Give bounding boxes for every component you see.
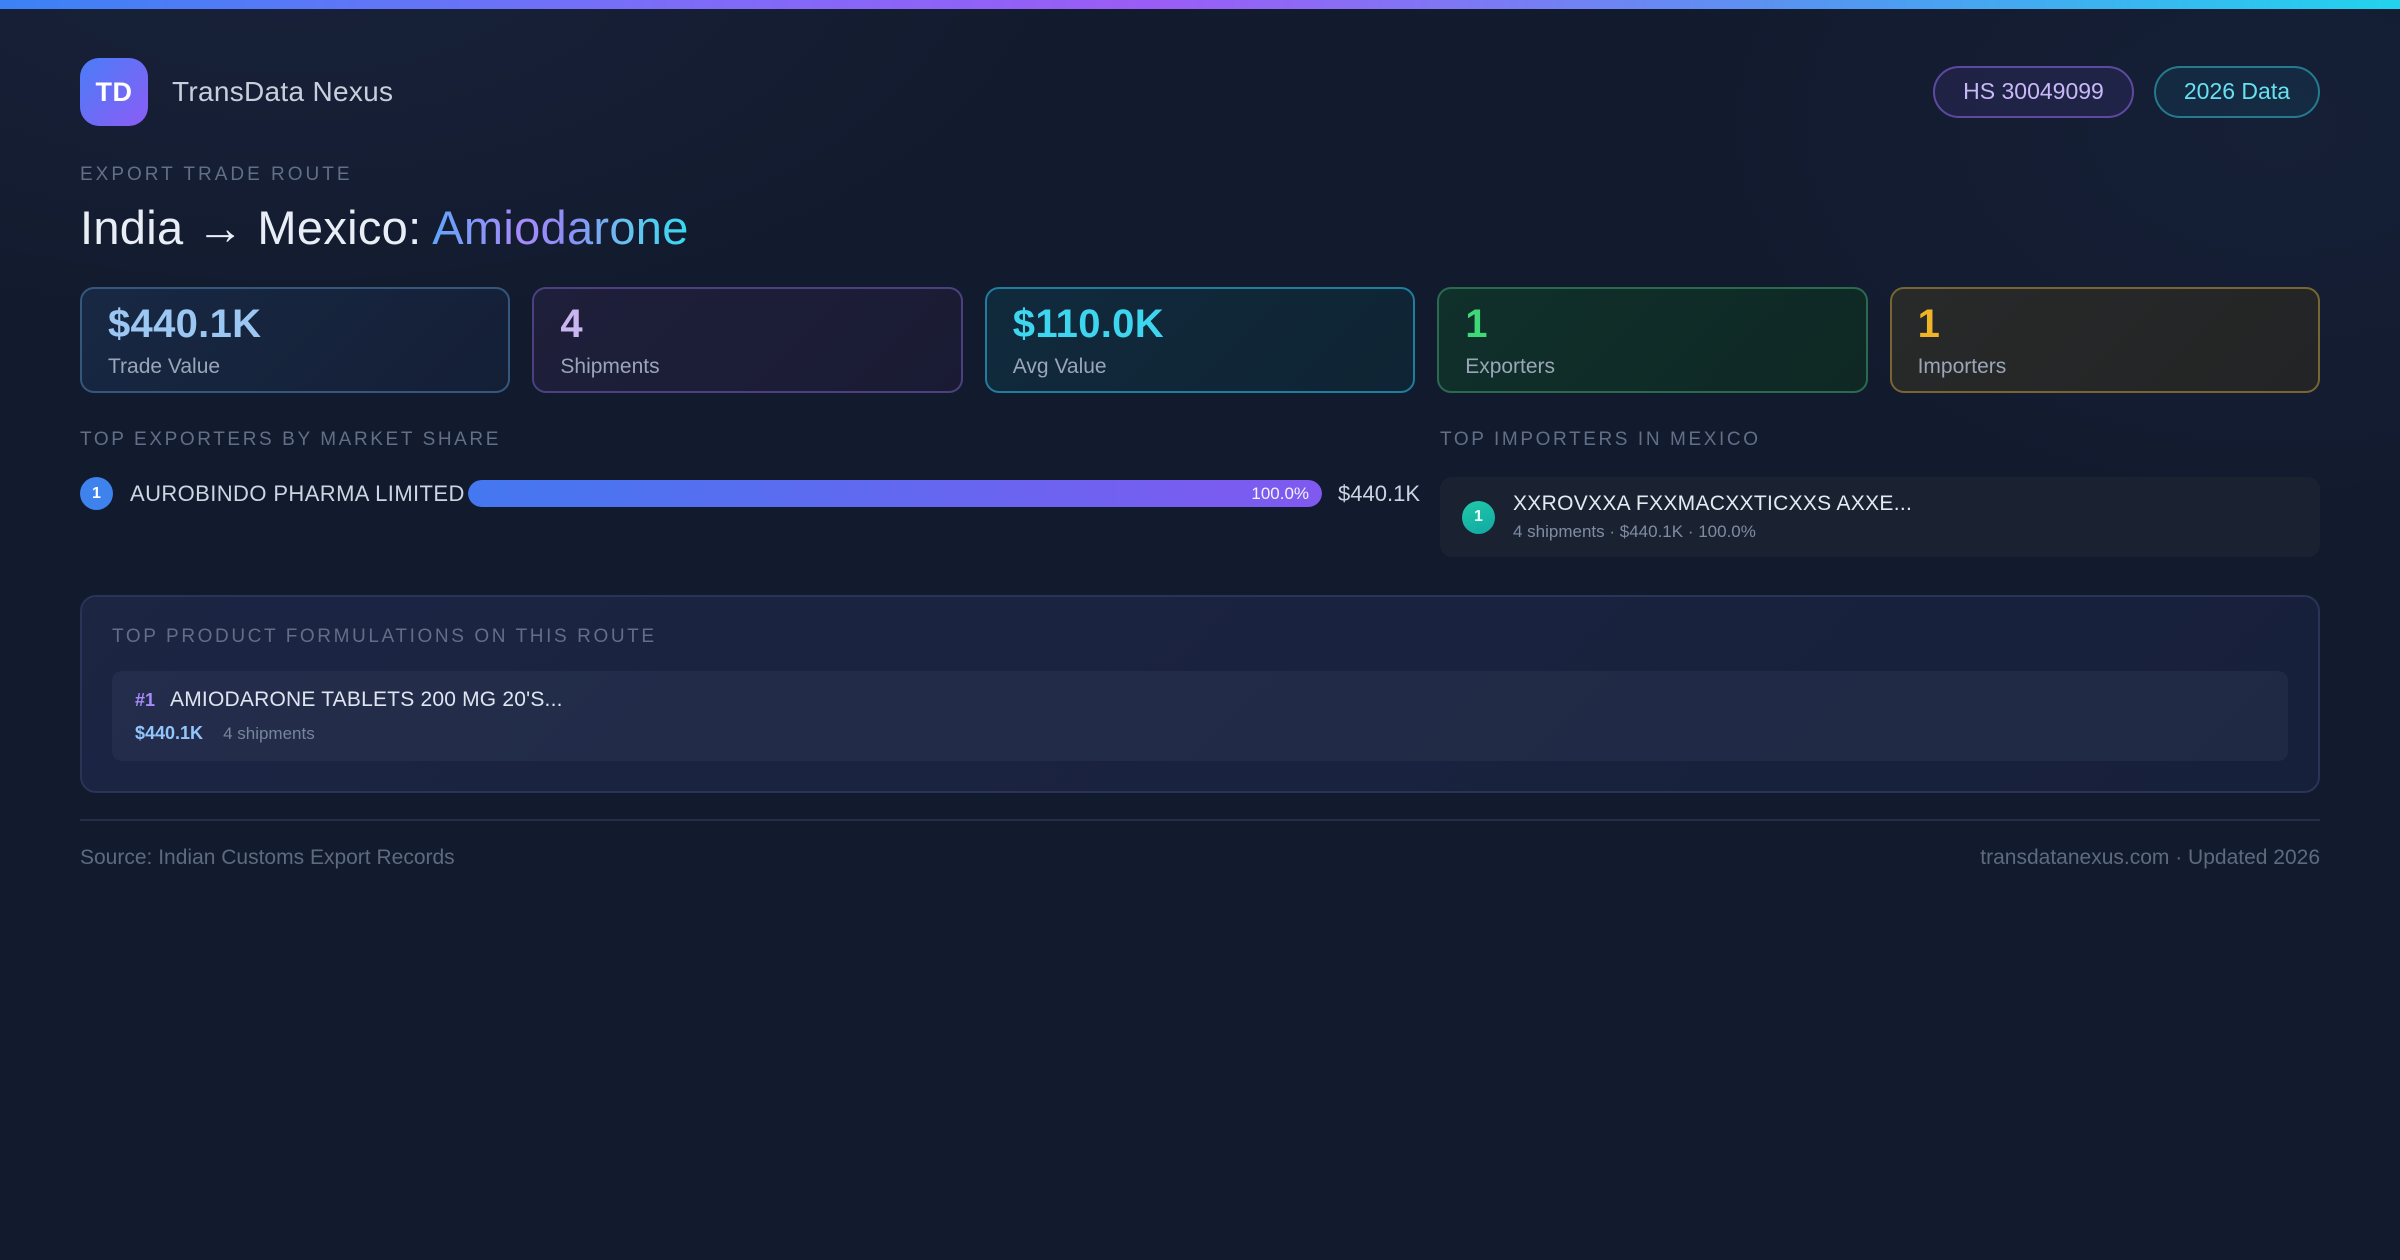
importer-meta: 4 shipments · $440.1K · 100.0% bbox=[1513, 522, 1756, 541]
stat-value: 1 bbox=[1917, 301, 1941, 346]
eyebrow-label: EXPORT TRADE ROUTE bbox=[80, 164, 353, 185]
page-title-product: Amiodarone bbox=[432, 201, 689, 254]
stat-value: $440.1K bbox=[108, 301, 262, 346]
top-importers-heading: TOP IMPORTERS IN MEXICO bbox=[1440, 429, 1761, 450]
brand-name: TransData Nexus bbox=[172, 76, 394, 107]
exporter-trade-value: $440.1K bbox=[1338, 480, 1420, 506]
logo-icon: TD bbox=[80, 58, 148, 126]
stat-label: Exporters bbox=[1465, 354, 1556, 378]
stat-value: 4 bbox=[560, 301, 583, 346]
market-share-bar-track: 100.0% bbox=[468, 480, 1323, 507]
market-share-bar-fill: 100.0% bbox=[468, 480, 1323, 507]
brand: TD TransData Nexus bbox=[80, 58, 393, 126]
top-exporters-panel: TOP EXPORTERS BY MARKET SHARE 1 AUROBIND… bbox=[80, 429, 1420, 510]
top-exporters-heading: TOP EXPORTERS BY MARKET SHARE bbox=[80, 429, 502, 450]
stat-label: Shipments bbox=[560, 354, 660, 378]
page-title-route: India → Mexico: bbox=[80, 201, 433, 254]
footer: Source: Indian Customs Export Records tr… bbox=[80, 819, 2320, 870]
rank-badge-icon: 1 bbox=[1462, 500, 1495, 534]
stat-value: 1 bbox=[1465, 301, 1488, 346]
exporters-importers-section: TOP EXPORTERS BY MARKET SHARE 1 AUROBIND… bbox=[80, 429, 2320, 557]
page-title: India → Mexico: Amiodarone bbox=[80, 200, 2320, 255]
stat-cards-row: $440.1K Trade Value 4 Shipments $110.0K … bbox=[80, 287, 2320, 393]
footer-source: Source: Indian Customs Export Records bbox=[80, 846, 455, 869]
product-title-line: #1 AMIODARONE TABLETS 200 MG 20'S... bbox=[135, 688, 2265, 712]
header: TD TransData Nexus HS 30049099 2026 Data bbox=[80, 58, 2320, 126]
product-rank: #1 bbox=[135, 690, 156, 710]
stat-label: Importers bbox=[1917, 354, 2007, 378]
data-year-badge[interactable]: 2026 Data bbox=[2153, 66, 2320, 118]
importer-row[interactable]: 1 XXROVXXA FXXMACXXTICXXS AXXE... 4 ship… bbox=[1440, 477, 2320, 557]
top-accent-bar bbox=[0, 0, 2400, 9]
top-products-panel: TOP PRODUCT FORMULATIONS ON THIS ROUTE #… bbox=[80, 595, 2320, 793]
stat-card-exporters: 1 Exporters bbox=[1437, 287, 1868, 393]
stat-card-avg-value: $110.0K Avg Value bbox=[984, 287, 1416, 393]
top-importers-panel: TOP IMPORTERS IN MEXICO 1 XXROVXXA FXXMA… bbox=[1440, 429, 2320, 557]
top-products-heading: TOP PRODUCT FORMULATIONS ON THIS ROUTE bbox=[112, 626, 657, 647]
product-trade-value: $440.1K bbox=[135, 723, 204, 743]
stat-label: Avg Value bbox=[1012, 354, 1107, 378]
product-meta-line: $440.1K 4 shipments bbox=[135, 723, 2265, 744]
rank-badge-icon: 1 bbox=[80, 477, 113, 510]
product-shipments: 4 shipments bbox=[223, 724, 315, 743]
stat-card-importers: 1 Importers bbox=[1889, 287, 2320, 393]
exporter-name: AUROBINDO PHARMA LIMITED bbox=[130, 480, 465, 506]
stat-label: Trade Value bbox=[108, 354, 221, 378]
exporter-row[interactable]: 1 AUROBINDO PHARMA LIMITED 100.0% $440.1… bbox=[80, 477, 1420, 510]
stat-card-trade-value: $440.1K Trade Value bbox=[80, 287, 511, 393]
product-item[interactable]: #1 AMIODARONE TABLETS 200 MG 20'S... $44… bbox=[112, 671, 2288, 761]
footer-site-note: transdatanexus.com · Updated 2026 bbox=[1980, 846, 2320, 869]
market-share-percent: 100.0% bbox=[1251, 483, 1310, 503]
importer-name: XXROVXXA FXXMACXXTICXXS AXXE... bbox=[1513, 492, 1913, 515]
hs-code-badge[interactable]: HS 30049099 bbox=[1933, 66, 2134, 118]
page-container: TD TransData Nexus HS 30049099 2026 Data… bbox=[80, 58, 2320, 870]
stat-value: $110.0K bbox=[1012, 301, 1164, 346]
product-name: AMIODARONE TABLETS 200 MG 20'S... bbox=[170, 688, 563, 711]
header-badges: HS 30049099 2026 Data bbox=[1933, 66, 2320, 118]
importer-info: XXROVXXA FXXMACXXTICXXS AXXE... 4 shipme… bbox=[1513, 492, 1912, 542]
stat-card-shipments: 4 Shipments bbox=[532, 287, 963, 393]
